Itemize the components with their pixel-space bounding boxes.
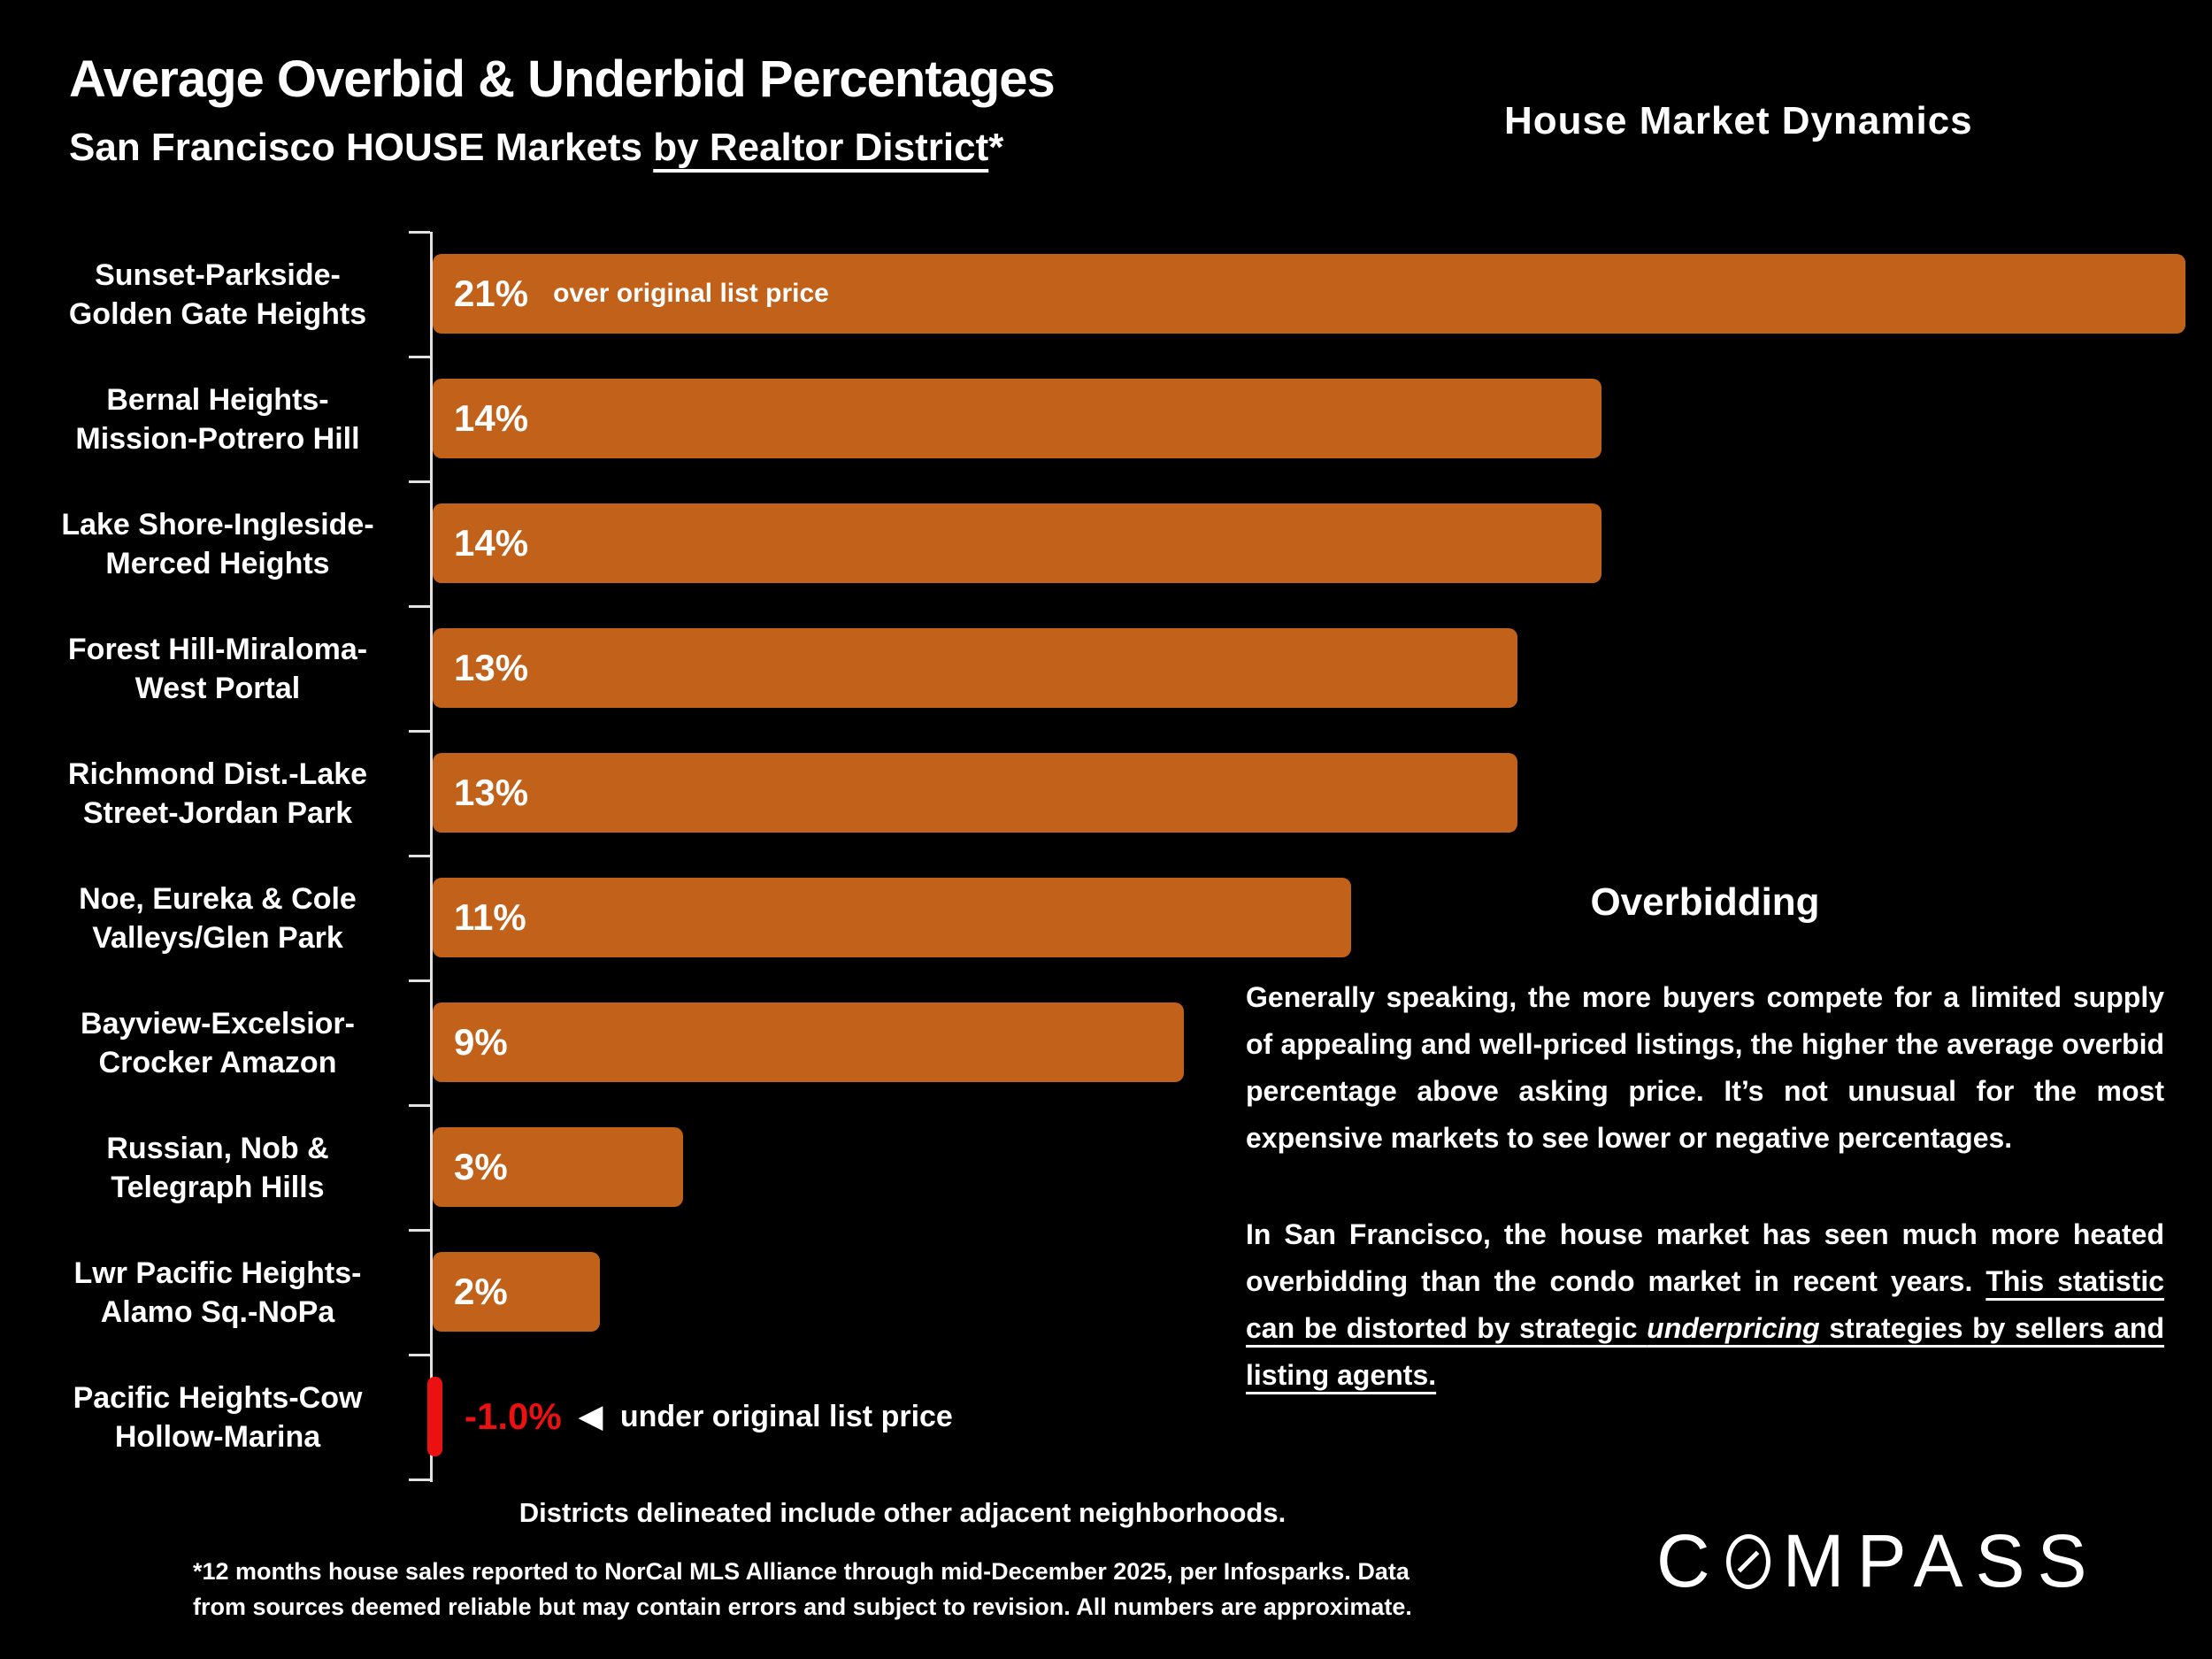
logo-letter-c: C — [1656, 1519, 1723, 1602]
bar-value-label: 13% — [454, 772, 529, 813]
bar-track: 9% — [433, 1002, 2185, 1082]
bar: 14% — [433, 503, 1601, 583]
category-label: Noe, Eureka & Cole Valleys/Glen Park — [27, 856, 409, 980]
category-label: Richmond Dist.-Lake Street-Jordan Park — [27, 731, 409, 856]
compass-logo: C MPASS — [1656, 1518, 2100, 1604]
chart-row: Bayview-Excelsior- Crocker Amazon 9% — [0, 980, 2212, 1105]
category-line1: Lwr Pacific Heights- — [73, 1256, 362, 1290]
bar-value-label: 11% — [454, 896, 526, 938]
chart-row: Bernal Heights- Mission-Potrero Hill 14% — [0, 357, 2212, 481]
category-label: Bayview-Excelsior- Crocker Amazon — [27, 980, 409, 1105]
para2-underlined-italic: underpricing — [1647, 1312, 1820, 1344]
chart-row: Forest Hill-Miraloma- West Portal 13% — [0, 606, 2212, 731]
category-line1: Bernal Heights- — [106, 382, 329, 417]
logo-letters-mpass: MPASS — [1782, 1519, 2100, 1602]
source-footnote: *12 months house sales reported to NorCa… — [193, 1554, 1573, 1624]
category-line2: Alamo Sq.-NoPa — [100, 1294, 335, 1329]
negative-bar — [427, 1377, 442, 1456]
category-label: Pacific Heights-Cow Hollow-Marina — [27, 1355, 409, 1479]
bar: 13% — [433, 628, 1518, 708]
bar-value-label: 13% — [454, 647, 529, 688]
category-line1: Lake Shore-Ingleside- — [61, 507, 374, 541]
category-line1: Bayview-Excelsior- — [81, 1006, 355, 1041]
footnote-line1: *12 months house sales reported to NorCa… — [193, 1558, 1409, 1585]
bar-track: 11% — [433, 878, 2185, 957]
bar-track: 3% — [433, 1127, 2185, 1207]
bar: 21% over original list price — [433, 254, 2185, 334]
commentary-panel: Overbidding Generally speaking, the more… — [1246, 880, 2164, 1399]
category-line2: Valleys/Glen Park — [92, 920, 343, 955]
chart-row: Lwr Pacific Heights- Alamo Sq.-NoPa 2% — [0, 1230, 2212, 1355]
chart-row: Lake Shore-Ingleside- Merced Heights 14% — [0, 481, 2212, 606]
bar-track: 13% — [433, 628, 2185, 708]
para2-underlined-end: strategies by sellers and listing agents… — [1246, 1312, 2164, 1391]
bar-track: -1.0% ◀ under original list price — [427, 1377, 2185, 1456]
report-series-title: House Market Dynamics — [1504, 99, 1973, 142]
chart-row: Sunset-Parkside- Golden Gate Heights 21%… — [0, 232, 2212, 357]
chart-row: Noe, Eureka & Cole Valleys/Glen Park 11% — [0, 856, 2212, 980]
bar-value-label: 3% — [454, 1146, 508, 1187]
para2-plain: In San Francisco, the house market has s… — [1246, 1218, 2164, 1297]
category-line2: Golden Gate Heights — [68, 296, 367, 331]
category-line2: Crocker Amazon — [98, 1045, 337, 1079]
chart-row: Russian, Nob & Telegraph Hills 3% — [0, 1105, 2212, 1230]
category-line1: Richmond Dist.-Lake — [67, 757, 368, 791]
chart-row: Pacific Heights-Cow Hollow-Marina -1.0% … — [0, 1355, 2212, 1479]
bar-track: 14% — [433, 379, 2185, 458]
category-label: Russian, Nob & Telegraph Hills — [27, 1105, 409, 1230]
negative-bar-annotation: -1.0% ◀ under original list price — [465, 1377, 953, 1456]
category-label: Forest Hill-Miraloma- West Portal — [27, 606, 409, 731]
footnote-line2: from sources deemed reliable but may con… — [193, 1594, 1412, 1620]
bar-value-label: -1.0% — [465, 1395, 562, 1437]
category-line2: Hollow-Marina — [114, 1419, 321, 1454]
left-arrow-icon: ◀ — [579, 1400, 603, 1433]
bar-value-label: 21% — [454, 273, 529, 314]
category-line1: Pacific Heights-Cow — [73, 1380, 363, 1415]
category-line1: Forest Hill-Miraloma- — [67, 632, 368, 666]
subtitle-prefix: San Francisco HOUSE Markets — [69, 126, 654, 169]
category-line1: Noe, Eureka & Cole — [79, 881, 357, 916]
category-line2: Mission-Potrero Hill — [75, 421, 360, 456]
category-line2: Telegraph Hills — [111, 1170, 325, 1204]
under-list-price-note: under original list price — [619, 1399, 953, 1433]
para2-underlined: This statistic can be distorted by strat… — [1246, 1265, 2165, 1344]
bar-value-label: 9% — [454, 1021, 508, 1063]
bar-track: 21% over original list price — [433, 254, 2185, 334]
category-line1: Russian, Nob & — [106, 1131, 329, 1165]
page-subtitle: San Francisco HOUSE Markets by Realtor D… — [69, 126, 1003, 170]
bar: 14% — [433, 379, 1601, 458]
commentary-paragraph-2: In San Francisco, the house market has s… — [1246, 1211, 2164, 1399]
category-label: Lake Shore-Ingleside- Merced Heights — [27, 481, 409, 606]
bar-track: 13% — [433, 753, 2185, 833]
category-label: Bernal Heights- Mission-Potrero Hill — [27, 357, 409, 481]
over-list-price-note: over original list price — [553, 279, 829, 308]
districts-note: Districts delineated include other adjac… — [518, 1497, 1286, 1528]
bar-track: 2% — [433, 1252, 2185, 1332]
category-line2: Street-Jordan Park — [82, 795, 353, 830]
subtitle-underlined: by Realtor District — [653, 126, 989, 169]
bar-value-label: 14% — [454, 397, 529, 439]
subtitle-asterisk: * — [988, 126, 1004, 169]
chart-row: Richmond Dist.-Lake Street-Jordan Park 1… — [0, 731, 2212, 856]
category-line2: West Portal — [134, 671, 301, 705]
bar: 2% — [433, 1252, 600, 1332]
category-label: Sunset-Parkside- Golden Gate Heights — [27, 232, 409, 357]
bar-value-label: 14% — [454, 522, 529, 564]
y-axis — [409, 231, 433, 1482]
commentary-heading: Overbidding — [1590, 880, 1820, 924]
compass-needle-icon — [1725, 1533, 1770, 1589]
bar: 13% — [433, 753, 1518, 833]
commentary-paragraph-1: Generally speaking, the more buyers comp… — [1246, 981, 2164, 1154]
category-label: Lwr Pacific Heights- Alamo Sq.-NoPa — [27, 1230, 409, 1355]
bar: 3% — [433, 1127, 683, 1207]
bar-value-label: 2% — [454, 1271, 508, 1312]
bar: 9% — [433, 1002, 1184, 1082]
bar: 11% — [433, 878, 1351, 957]
bar-track: 14% — [433, 503, 2185, 583]
page-title: Average Overbid & Underbid Percentages — [69, 50, 1056, 108]
category-line1: Sunset-Parkside- — [95, 257, 341, 292]
category-line2: Merced Heights — [105, 546, 330, 580]
